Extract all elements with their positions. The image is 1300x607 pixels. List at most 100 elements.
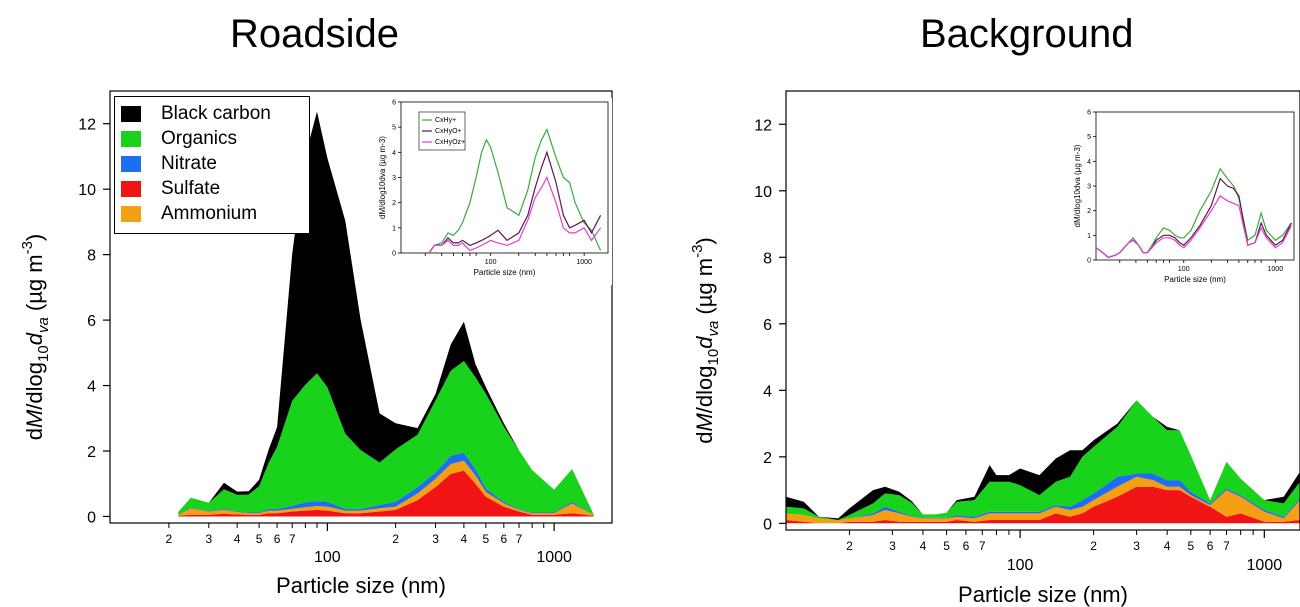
inset-y-tick-label: 5 xyxy=(392,125,396,132)
inset-x-tick-label: 100 xyxy=(1178,266,1190,273)
x-minor-tick-label: 3 xyxy=(889,539,896,553)
area-organics xyxy=(178,361,595,516)
inset-y-tick-label: 0 xyxy=(1087,258,1091,265)
legend-swatch-nitrate xyxy=(121,155,141,172)
x-tick-label: 100 xyxy=(1007,557,1034,574)
x-minor-tick-label: 2 xyxy=(392,532,399,546)
y-tick-label: 2 xyxy=(87,444,96,461)
inset-line-2 xyxy=(428,150,602,254)
inset-line-1 xyxy=(428,128,602,254)
x-minor-tick-label: 6 xyxy=(963,539,970,553)
inset-legend-label: CxHy+ xyxy=(435,117,456,124)
inset-chart: 0 1 2 3 4 5 6 100 1000 Particle size (nm) dM/dlog1… xyxy=(371,98,612,285)
x-tick-label: 1000 xyxy=(1247,557,1283,574)
area-sulfate xyxy=(786,486,1300,524)
inset-y-tick-label: 3 xyxy=(1087,184,1091,191)
x-minor-tick-label: 4 xyxy=(1164,539,1171,553)
y-tick-label: 0 xyxy=(763,516,772,533)
inset-x-tick-label: 100 xyxy=(485,259,497,266)
y-tick-label: 8 xyxy=(87,248,96,265)
x-axis-title: Particle size (nm) xyxy=(958,582,1128,607)
x-minor-tick-label: 5 xyxy=(943,539,950,553)
y-tick-label: 2 xyxy=(763,450,772,467)
inset-x-axis-title: Particle size (nm) xyxy=(1164,275,1226,284)
legend-swatch-ammonium xyxy=(121,205,141,222)
legend-item-ammonium: Ammonium xyxy=(121,201,303,226)
inset-y-tick-label: 6 xyxy=(1087,110,1091,117)
y-tick-label: 4 xyxy=(763,383,772,400)
x-minor-tick-label: 7 xyxy=(979,539,986,553)
chart-legend: Black carbon Organics Nitrate Sulfate Am… xyxy=(114,96,310,234)
legend-swatch-organics xyxy=(121,130,141,147)
legend-item-organics: Organics xyxy=(121,126,303,151)
y-axis-title: dM/dlog10dva (µg m-3) xyxy=(689,237,722,444)
x-minor-tick-label: 5 xyxy=(483,532,490,546)
legend-label-ammonium: Ammonium xyxy=(161,202,258,224)
inset-y-tick-label: 2 xyxy=(1087,208,1091,215)
x-tick-label: 100 xyxy=(314,549,341,566)
inset-y-tick-label: 2 xyxy=(392,200,396,207)
inset-background xyxy=(371,98,612,285)
x-minor-tick-label: 3 xyxy=(1133,539,1140,553)
area-nitrate xyxy=(786,473,1300,520)
area-ammonium xyxy=(786,476,1300,524)
y-tick-label: 6 xyxy=(87,313,96,330)
legend-swatch-sulfate xyxy=(121,180,141,197)
x-minor-tick-label: 7 xyxy=(516,532,523,546)
y-axis-title: dM/dlog10dva (µg m-3) xyxy=(19,234,52,441)
inset-legend-label: CxHyO+ xyxy=(435,128,462,135)
inset-legend-label: CxHyOz+ xyxy=(435,139,465,146)
y-tick-label: 10 xyxy=(78,182,96,199)
inset-chart: 0 1 2 3 4 5 6 100 1000 Particle size (nm) dM/dlog1… xyxy=(1066,108,1298,292)
inset-y-tick-label: 4 xyxy=(1087,159,1091,166)
inset-background xyxy=(1066,108,1298,292)
x-minor-tick-label: 3 xyxy=(432,532,439,546)
legend-swatch-black-carbon xyxy=(121,105,141,122)
plot-frame xyxy=(785,90,1300,531)
plot-frame xyxy=(109,90,613,524)
y-tick-label: 4 xyxy=(87,379,96,396)
y-tick-label: 10 xyxy=(754,184,772,201)
chart-title-roadside: Roadside xyxy=(230,12,400,56)
inset-y-tick-label: 6 xyxy=(392,100,396,107)
inset-y-tick-label: 4 xyxy=(392,150,396,157)
x-minor-tick-label: 7 xyxy=(289,532,296,546)
inset-x-tick-label: 1000 xyxy=(576,259,592,266)
inset-x-axis-title: Particle size (nm) xyxy=(474,268,536,277)
legend-item-black-carbon: Black carbon xyxy=(121,101,303,126)
inset-legend: CxHy+ CxHyO+ CxHyOz+ xyxy=(418,111,466,151)
x-minor-tick-label: 4 xyxy=(920,539,927,553)
x-minor-tick-label: 2 xyxy=(1090,539,1097,553)
area-black-carbon xyxy=(178,111,595,516)
x-minor-tick-label: 7 xyxy=(1223,539,1230,553)
y-tick-label: 12 xyxy=(78,117,96,134)
x-minor-tick-label: 5 xyxy=(256,532,263,546)
legend-label-sulfate: Sulfate xyxy=(161,177,221,199)
legend-label-organics: Organics xyxy=(161,127,238,149)
x-minor-tick-label: 5 xyxy=(1187,539,1194,553)
y-tick-label: 6 xyxy=(763,317,772,334)
inset-line-3 xyxy=(1095,195,1292,259)
x-minor-tick-label: 4 xyxy=(461,532,468,546)
x-axis-title: Particle size (nm) xyxy=(276,573,446,598)
x-minor-tick-label: 6 xyxy=(1207,539,1214,553)
inset-y-tick-label: 1 xyxy=(1087,233,1091,240)
area-sulfate xyxy=(178,470,595,517)
legend-label-nitrate: Nitrate xyxy=(161,152,217,174)
legend-label-black-carbon: Black carbon xyxy=(161,102,271,124)
inset-y-tick-label: 1 xyxy=(392,225,396,232)
legend-item-nitrate: Nitrate xyxy=(121,151,303,176)
x-minor-tick-label: 3 xyxy=(205,532,212,546)
x-minor-tick-label: 4 xyxy=(234,532,241,546)
chart-title-background: Background xyxy=(920,12,1134,56)
y-tick-label: 0 xyxy=(87,509,96,526)
inset-y-axis-title: dM/dlog10dva (µg m-3) xyxy=(1073,144,1082,227)
inset-y-tick-label: 3 xyxy=(392,175,396,182)
y-tick-label: 8 xyxy=(763,250,772,267)
x-minor-tick-label: 6 xyxy=(274,532,281,546)
inset-y-axis-title: dM/dlog10dva (µg m-3) xyxy=(378,136,387,219)
inset-y-tick-label: 0 xyxy=(392,251,396,258)
